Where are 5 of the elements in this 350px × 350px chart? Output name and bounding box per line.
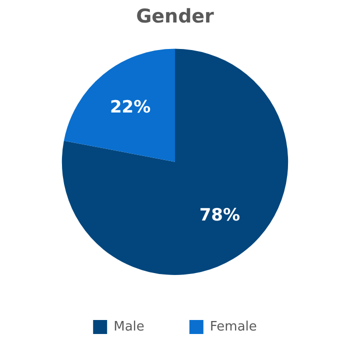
data-label: 22%	[110, 97, 151, 118]
chart-title: Gender	[136, 5, 215, 28]
legend-label: Male	[114, 319, 144, 334]
legend-label: Female	[210, 319, 257, 334]
data-label: 78%	[199, 205, 240, 226]
